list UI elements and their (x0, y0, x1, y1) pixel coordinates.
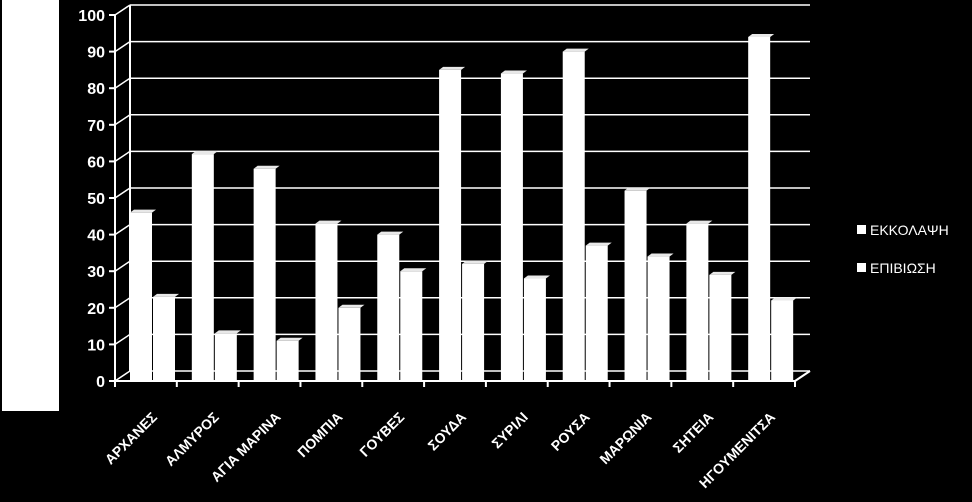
legend: ΕΚΚΟΛΑΨΗ ΕΠΙΒΙΩΣΗ (857, 222, 949, 276)
gridline-floor-0 (114, 370, 131, 382)
gridline-floor-100 (114, 4, 131, 16)
y-tick-label: 50 (87, 191, 105, 208)
legend-label: ΕΠΙΒΙΩΣΗ (870, 260, 936, 276)
x-category-label: ΑΛΜΥΡΟΣ (162, 409, 222, 469)
gridline-floor-20 (114, 297, 131, 309)
gridline-floor-60 (114, 150, 131, 163)
x-category-label: ΜΑΡΩΝΙΑ (596, 409, 654, 467)
gridline-floor-70 (114, 114, 131, 126)
gridline-floor-90 (114, 40, 131, 53)
bar-top (523, 275, 550, 279)
bar-series1 (500, 73, 523, 381)
bar-series2 (400, 271, 423, 381)
x-category-label: ΓΟΥΒΕΣ (356, 409, 407, 460)
bar-series1 (253, 168, 276, 381)
bar-top (462, 260, 489, 264)
bar-top (624, 187, 651, 191)
bar-series1 (377, 234, 400, 381)
bar-series2 (647, 256, 670, 381)
bar-series1 (439, 69, 462, 382)
left-white-panel (2, 0, 59, 411)
bar-series1 (315, 223, 338, 381)
y-tick-label: 40 (87, 228, 105, 245)
bar-top (562, 48, 589, 52)
bar-top (748, 33, 775, 37)
bar-series1 (562, 51, 585, 381)
bar-series1 (624, 190, 647, 381)
bar-series2 (709, 274, 732, 381)
bar-top (153, 293, 179, 297)
bar-top (647, 253, 674, 257)
bars (130, 33, 798, 382)
y-tick-label: 20 (87, 301, 105, 318)
x-category-label: ΑΡΧΑΝΕΣ (102, 409, 161, 468)
bar-top (377, 231, 404, 235)
bar-series2 (771, 300, 794, 381)
gridline-floor-40 (114, 223, 131, 236)
bar-top (439, 66, 466, 70)
bar-series2 (153, 296, 175, 381)
bar-series2 (523, 278, 546, 381)
bar-top (276, 337, 303, 341)
y-tick-label: 10 (87, 337, 105, 354)
x-axis-end (794, 370, 811, 382)
bar-series1 (191, 154, 214, 381)
gridline-floor-50 (114, 187, 131, 199)
y-tick-label: 80 (87, 81, 105, 98)
gridline-floor-30 (114, 260, 131, 272)
bar-top (585, 242, 612, 246)
bar-top (709, 271, 736, 275)
bar-top (500, 70, 527, 74)
bar-top (214, 330, 241, 334)
y-tick-label: 60 (87, 154, 105, 171)
bar-series1 (130, 212, 152, 381)
x-category-label: ΠΟΜΠΙΑ (294, 409, 345, 460)
legend-label: ΕΚΚΟΛΑΨΗ (870, 222, 949, 238)
bar-series1 (686, 223, 709, 381)
bar-top (338, 304, 365, 308)
x-category-label: ΡΟΥΣΑ (548, 409, 593, 454)
bar-series2 (276, 340, 299, 381)
gridline-floor-10 (114, 333, 131, 346)
y-axis-tick-labels: 0 10 20 30 40 50 60 70 80 90 100 (78, 8, 105, 391)
gridline-floor-80 (114, 77, 131, 89)
bar-series2 (338, 307, 361, 381)
x-category-label: ΣΟΥΔΑ (424, 409, 469, 454)
bar-top (771, 297, 798, 301)
bar-top (686, 220, 713, 224)
bar-series2 (462, 263, 485, 381)
bar-series2 (585, 245, 608, 381)
bar-series1 (748, 36, 771, 382)
y-tick-label: 100 (78, 8, 105, 25)
bar-top (400, 268, 427, 272)
y-tick-label: 30 (87, 264, 105, 281)
bar-top (191, 151, 218, 155)
y-tick-label: 0 (96, 374, 105, 391)
bar-top (130, 209, 156, 213)
legend-swatch (857, 225, 866, 234)
x-category-label: ΣΗΤΕΙΑ (669, 409, 716, 456)
bar-top (315, 220, 342, 224)
legend-swatch (857, 263, 866, 272)
y-tick-label: 90 (87, 45, 105, 62)
bar-series2 (214, 333, 237, 381)
bar-top (253, 165, 280, 169)
x-category-label: ΣΥΡΙΛΙ (488, 409, 531, 452)
y-tick-label: 70 (87, 118, 105, 135)
